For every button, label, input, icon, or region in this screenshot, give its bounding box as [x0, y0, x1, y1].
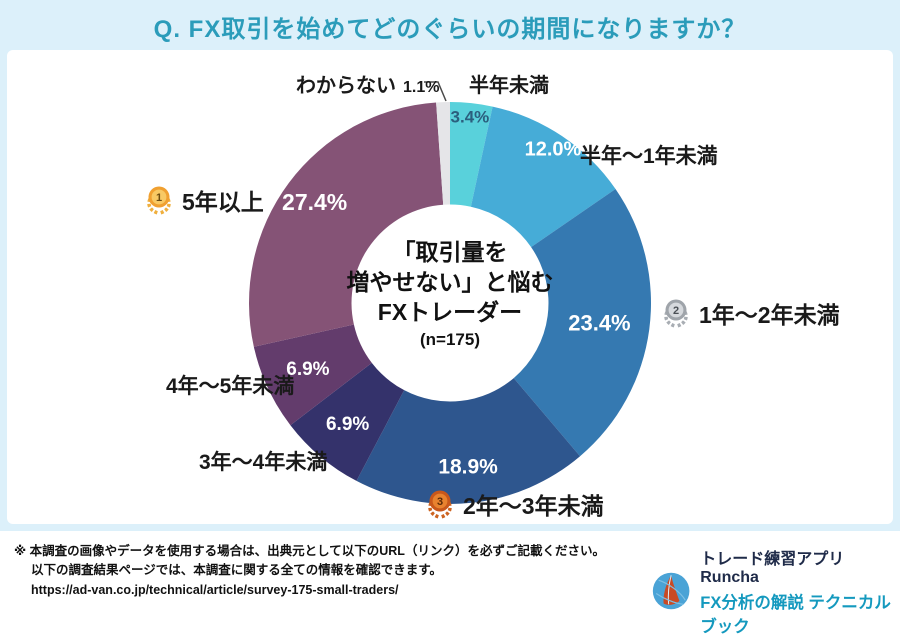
center-line-3: FXトレーダー [377, 299, 523, 325]
center-line-1: 「取引量を [392, 239, 508, 265]
source-url: https://ad-van.co.jp/technical/article/s… [31, 582, 399, 597]
percent-label-4年～5年未満: 6.9% [286, 359, 329, 380]
label-hantoshi-1nen: 半年～1年未満 [580, 145, 718, 168]
slice-わからない [436, 102, 450, 205]
svg-text:2: 2 [673, 305, 679, 317]
bronze-medal-icon: 3 [428, 490, 452, 519]
svg-text:3: 3 [437, 496, 443, 508]
label-3nen-4nen: 3年～4年未満 [199, 451, 328, 474]
runcha-logo-icon [652, 572, 690, 610]
donut-center-label: 「取引量を 増やせない」と悩む FXトレーダー (n=175) [320, 237, 580, 350]
source-note-line-2: 以下の調査結果ページでは、本調査に関する全ての情報を確認できます。 [31, 563, 443, 578]
label-2nen-3nen: 3 2年～3年未満 [424, 487, 604, 521]
source-note: ※ 本調査の画像やデータを使用する場合は、出典元として以下のURL（リンク）を必… [14, 542, 605, 600]
label-2nen-3nen-text: 2年～3年未満 [463, 493, 604, 519]
sample-size: (n=175) [420, 330, 480, 349]
label-wakaranai-percent: 1.1% [403, 79, 440, 96]
page-title: Q. FX取引を始めてどのぐらいの期間になりますか？ [153, 16, 747, 43]
percent-label-5年以上: 27.4% [282, 189, 347, 215]
label-4nen-5nen: 4年～5年未満 [166, 375, 295, 398]
label-wakaranai: わからない 1.1% [296, 69, 439, 98]
center-line-2: 増やせない」と悩む [346, 269, 554, 295]
source-note-line-1: ※ 本調査の画像やデータを使用する場合は、出典元として以下のURL（リンク）を必… [14, 544, 605, 558]
brand-book-name: FX分析の解説 テクニカルブック [700, 594, 891, 636]
percent-label-3年～4年未満: 6.9% [326, 414, 369, 435]
percent-label-半年未満: 3.4% [451, 108, 490, 127]
slice-3年～4年未満 [290, 362, 405, 481]
label-5nen-ijo: 1 5年以上 [143, 183, 264, 217]
brand-app-name: トレード練習アプリ Runcha [700, 551, 845, 586]
silver-medal-icon: 2 [664, 299, 688, 328]
percent-label-半年～1年未満: 12.0% [525, 138, 582, 160]
slice-半年未満 [450, 102, 493, 207]
gold-medal-icon: 1 [147, 186, 171, 215]
donut-chart: 3.4% 12.0% 23.4% 18.9% 6.9% 6.9% 27.4% [249, 81, 651, 504]
label-5nen-ijo-text: 5年以上 [182, 189, 264, 215]
label-1nen-2nen: 2 1年～2年未満 [660, 296, 840, 330]
slice-2年～3年未満 [356, 378, 581, 504]
slice-半年～1年未満 [470, 106, 616, 248]
label-hantoshi-miman: 半年未満 [469, 75, 549, 97]
slice-4年～5年未満 [253, 324, 372, 426]
percent-label-2年～3年未満: 18.9% [438, 455, 498, 478]
brand-block: トレード練習アプリ Runcha FX分析の解説 テクニカルブック [652, 545, 900, 637]
callout-leader-line [424, 81, 447, 102]
slice-5年以上 [249, 102, 444, 347]
svg-text:1: 1 [156, 192, 162, 204]
slice-1年～2年未満 [513, 188, 651, 457]
label-1nen-2nen-text: 1年～2年未満 [699, 302, 840, 328]
label-wakaranai-text: わからない [296, 75, 396, 97]
percent-label-1年～2年未満: 23.4% [568, 310, 630, 335]
